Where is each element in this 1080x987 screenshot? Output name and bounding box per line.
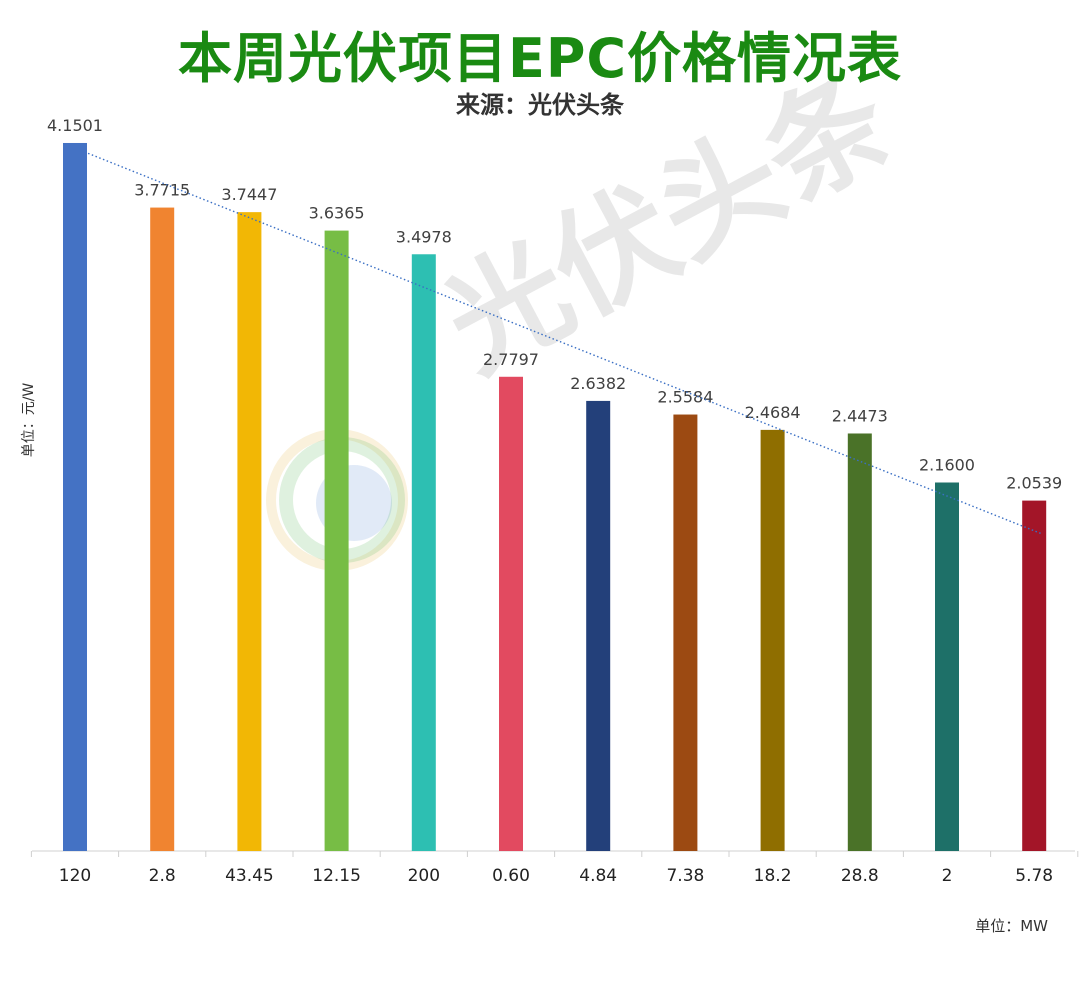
data-label: 2.4473: [832, 406, 888, 425]
bar: [673, 414, 698, 851]
x-tick-label: 28.8: [841, 866, 879, 886]
bar: [935, 482, 959, 851]
x-tick-label: 5.78: [1015, 866, 1053, 886]
x-tick-label: 12.15: [312, 866, 361, 886]
x-tick-label: 120: [59, 866, 91, 886]
trendline: [87, 152, 1044, 535]
x-tick-label: 7.38: [666, 866, 704, 886]
x-tick-label: 2.8: [149, 866, 176, 886]
x-tick-label: 4.84: [579, 866, 617, 886]
x-tick-label: 200: [408, 866, 440, 886]
bar: [237, 212, 262, 852]
data-label: 3.4978: [396, 227, 452, 246]
bar: [324, 230, 349, 851]
x-tick-label: 0.60: [492, 866, 530, 886]
data-label: 3.6365: [309, 204, 365, 223]
chart-title: 本周光伏项目EPC价格情况表: [177, 27, 903, 90]
data-label: 2.7797: [483, 350, 539, 369]
data-label: 2.6382: [570, 374, 626, 393]
data-label: 2.5584: [657, 388, 713, 407]
bar: [760, 429, 785, 851]
x-tick-label: 2: [942, 866, 953, 886]
bar: [586, 400, 611, 851]
bar: [847, 433, 872, 851]
data-label: 3.7447: [221, 185, 277, 204]
bar: [63, 142, 87, 852]
data-label: 4.1501: [47, 116, 103, 135]
x-axis-unit-label: 单位：MW: [975, 917, 1048, 935]
data-label: 2.0539: [1006, 474, 1062, 493]
x-tick-label: 43.45: [225, 866, 274, 886]
data-label: 3.7715: [134, 181, 190, 200]
data-label: 2.4684: [745, 403, 801, 422]
bar: [150, 207, 175, 852]
chart-subtitle: 来源：光伏头条: [456, 91, 624, 119]
bar: [1022, 500, 1047, 851]
bar: [411, 254, 436, 851]
x-tick-label: 18.2: [754, 866, 792, 886]
bar: [499, 376, 523, 851]
data-label: 2.1600: [919, 455, 975, 474]
